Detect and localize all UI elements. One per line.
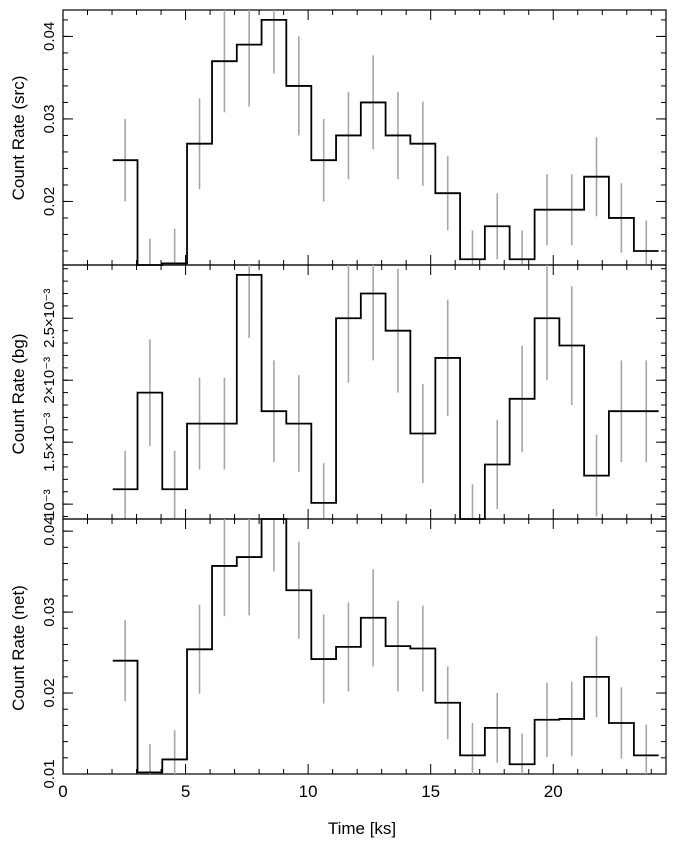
ytick-label-bg-3: 2.5×10⁻³ bbox=[41, 289, 58, 348]
ytick-label-bg-0: 10⁻³ bbox=[41, 489, 58, 519]
ytick-label-bg-2: 2×10⁻³ bbox=[41, 357, 58, 404]
ylabel-src: Count Rate (src) bbox=[9, 76, 28, 201]
ytick-label-net-1: 0.02 bbox=[41, 678, 58, 707]
xtick-label-net-1: 5 bbox=[181, 782, 190, 801]
step-line-net bbox=[112, 518, 659, 774]
xtick-label-net-3: 15 bbox=[421, 782, 440, 801]
ylabel-net: Count Rate (net) bbox=[9, 585, 28, 711]
ytick-label-net-0: 0.01 bbox=[41, 759, 58, 788]
step-line-src bbox=[112, 19, 659, 266]
panel-net: Count Rate (net) 0.01 0.02 0.03 0.04 0 5 10 15 2… bbox=[9, 517, 667, 801]
panel-src: Count Rate (src) 0.02 0.03 0.04 bbox=[9, 9, 667, 266]
frame-net bbox=[62, 518, 667, 775]
ytick-label-net-3: 0.04 bbox=[41, 517, 58, 546]
ytick-label-src-2: 0.04 bbox=[41, 22, 58, 51]
xtick-label-net-2: 10 bbox=[299, 782, 318, 801]
xlabel: Time [ks] bbox=[328, 819, 396, 838]
ytick-label-src-0: 0.02 bbox=[41, 187, 58, 216]
xtick-label-net-0: 0 bbox=[58, 782, 67, 801]
ytick-label-src-1: 0.03 bbox=[41, 104, 58, 133]
ytick-label-net-2: 0.03 bbox=[41, 597, 58, 626]
panel-bg: Count Rate (bg) 10⁻³ 1.5×10⁻³ 2×10⁻³ 2.5×10… bbox=[9, 264, 667, 520]
frame-src bbox=[62, 9, 667, 266]
xtick-label-net-4: 20 bbox=[544, 782, 563, 801]
step-line-bg bbox=[112, 274, 659, 520]
ylabel-bg: Count Rate (bg) bbox=[9, 334, 28, 455]
ytick-label-bg-1: 1.5×10⁻³ bbox=[41, 413, 58, 472]
